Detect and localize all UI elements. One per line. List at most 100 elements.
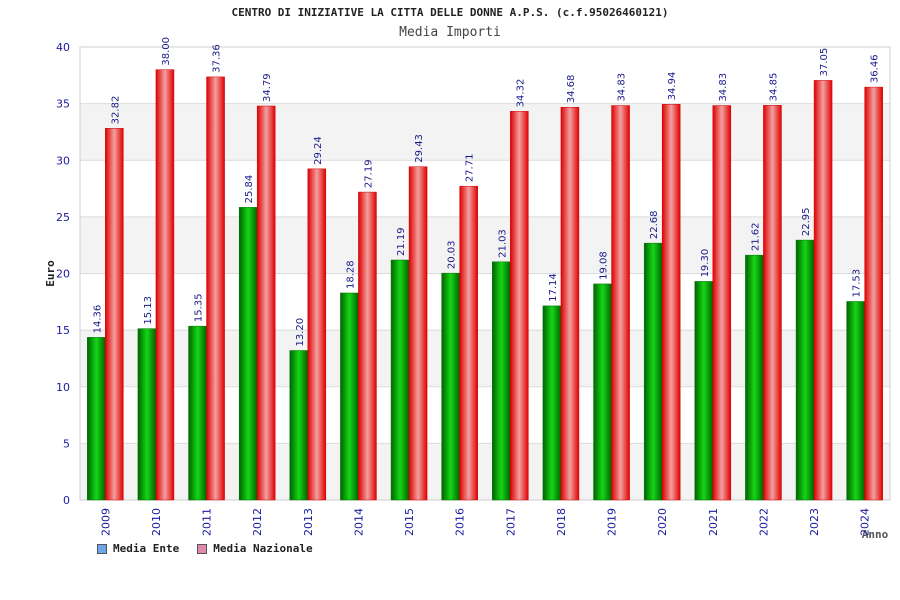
bar-media-nazionale: [560, 106, 580, 501]
legend-label-nazionale: Media Nazionale: [213, 542, 313, 555]
legend: Media Ente Media Nazionale: [97, 542, 313, 555]
y-tick-label: 20: [56, 268, 70, 281]
bar-media-nazionale: [307, 168, 327, 501]
bar-media-ente: [390, 259, 410, 501]
bar-media-nazionale: [763, 105, 782, 501]
data-label-media-ente: 15.13: [143, 296, 154, 325]
bar-media-nazionale: [459, 185, 478, 501]
data-label-media-ente: 22.68: [649, 211, 660, 240]
legend-swatch-nazionale: [197, 543, 208, 554]
data-label-media-ente: 21.19: [396, 227, 407, 256]
data-label-media-nazionale: 37.05: [819, 48, 830, 77]
bar-media-ente: [694, 281, 714, 501]
data-label-media-ente: 17.14: [548, 273, 559, 302]
x-tick-label: 2016: [454, 508, 467, 536]
legend-item-nazionale: Media Nazionale: [197, 542, 313, 555]
x-tick-label: 2019: [606, 508, 619, 536]
data-label-media-ente: 22.95: [801, 207, 812, 236]
data-label-media-nazionale: 34.94: [667, 72, 678, 101]
y-tick-label: 10: [56, 381, 70, 394]
x-tick-label: 2013: [302, 508, 315, 536]
data-label-media-nazionale: 34.85: [768, 73, 779, 102]
bar-media-nazionale: [864, 86, 883, 501]
data-label-media-nazionale: 37.36: [212, 44, 223, 73]
bar-media-nazionale: [611, 105, 630, 501]
data-label-media-nazionale: 36.46: [870, 54, 881, 83]
data-label-media-nazionale: 27.19: [363, 159, 374, 188]
bar-media-nazionale: [510, 111, 529, 501]
data-label-media-nazionale: 34.83: [718, 73, 729, 102]
data-label-media-nazionale: 29.24: [313, 136, 324, 165]
bar-media-ente: [441, 272, 460, 501]
bar-media-ente: [846, 301, 865, 501]
data-label-media-ente: 17.53: [852, 269, 863, 298]
x-tick-label: 2012: [251, 508, 264, 536]
x-tick-label: 2009: [99, 508, 112, 536]
data-label-media-nazionale: 29.43: [414, 134, 425, 163]
y-tick-label: 40: [56, 41, 70, 54]
data-label-media-ente: 19.30: [700, 249, 711, 278]
legend-label-ente: Media Ente: [113, 542, 180, 555]
data-label-media-ente: 15.35: [194, 294, 205, 323]
y-tick-label: 25: [56, 211, 70, 224]
bar-media-nazionale: [408, 166, 428, 501]
y-tick-label: 15: [56, 324, 70, 337]
data-label-media-nazionale: 34.83: [617, 73, 628, 102]
data-label-media-ente: 18.28: [345, 260, 356, 289]
data-label-media-ente: 21.03: [497, 229, 508, 258]
bar-media-nazionale: [155, 69, 175, 501]
bar-media-ente: [593, 283, 612, 501]
bar-media-nazionale: [358, 191, 377, 501]
x-tick-label: 2020: [656, 508, 669, 536]
chart-title: CENTRO DI INIZIATIVE LA CITTA DELLE DONN…: [231, 6, 669, 19]
bar-media-ente: [289, 350, 309, 501]
data-label-media-nazionale: 27.71: [465, 154, 476, 183]
data-label-media-ente: 13.20: [295, 318, 306, 347]
x-axis-label: Anno: [862, 528, 889, 541]
y-tick-label: 5: [63, 437, 70, 450]
x-tick-label: 2017: [504, 508, 517, 536]
bar-media-nazionale: [105, 128, 124, 501]
data-label-media-nazionale: 34.32: [515, 79, 526, 108]
chart-subtitle: Media Importi: [399, 25, 501, 40]
bar-media-nazionale: [206, 76, 225, 501]
x-tick-label: 2022: [757, 508, 770, 536]
x-tick-label: 2014: [352, 508, 365, 536]
bar-media-ente: [137, 328, 157, 501]
y-axis-label: Euro: [44, 260, 57, 287]
bar-media-ente: [87, 337, 106, 501]
bar-media-nazionale: [661, 104, 681, 501]
legend-swatch-ente: [97, 543, 107, 554]
x-tick-label: 2018: [555, 508, 568, 536]
data-label-media-ente: 19.08: [599, 251, 610, 280]
bar-media-ente: [542, 305, 562, 501]
data-label-media-nazionale: 38.00: [161, 37, 172, 66]
y-tick-label: 0: [63, 494, 70, 507]
bar-media-nazionale: [712, 105, 732, 501]
y-tick-label: 30: [56, 154, 70, 167]
y-tick-label: 35: [56, 98, 70, 111]
data-label-media-nazionale: 32.82: [110, 96, 121, 125]
data-label-media-ente: 20.03: [447, 241, 458, 270]
plot-border: [79, 46, 891, 501]
data-label-media-ente: 25.84: [244, 175, 255, 204]
data-label-media-nazionale: 34.79: [262, 73, 273, 102]
x-tick-label: 2015: [403, 508, 416, 536]
bar-media-ente: [340, 292, 359, 501]
data-label-media-ente: 21.62: [750, 223, 761, 252]
bar-media-ente: [492, 261, 511, 501]
bar-media-nazionale: [256, 105, 276, 501]
bar-media-ente: [188, 325, 207, 501]
x-tick-label: 2021: [707, 508, 720, 536]
bar-media-nazionale: [813, 80, 833, 501]
legend-item-ente: Media Ente: [97, 542, 179, 555]
data-label-media-nazionale: 34.68: [566, 75, 577, 104]
bar-media-ente: [238, 207, 258, 501]
x-tick-label: 2023: [808, 508, 821, 536]
x-tick-label: 2024: [859, 508, 872, 536]
data-label-media-ente: 14.36: [92, 305, 103, 334]
bar-media-ente: [643, 242, 663, 501]
bar-media-ente: [795, 239, 815, 501]
x-tick-label: 2010: [150, 508, 163, 536]
